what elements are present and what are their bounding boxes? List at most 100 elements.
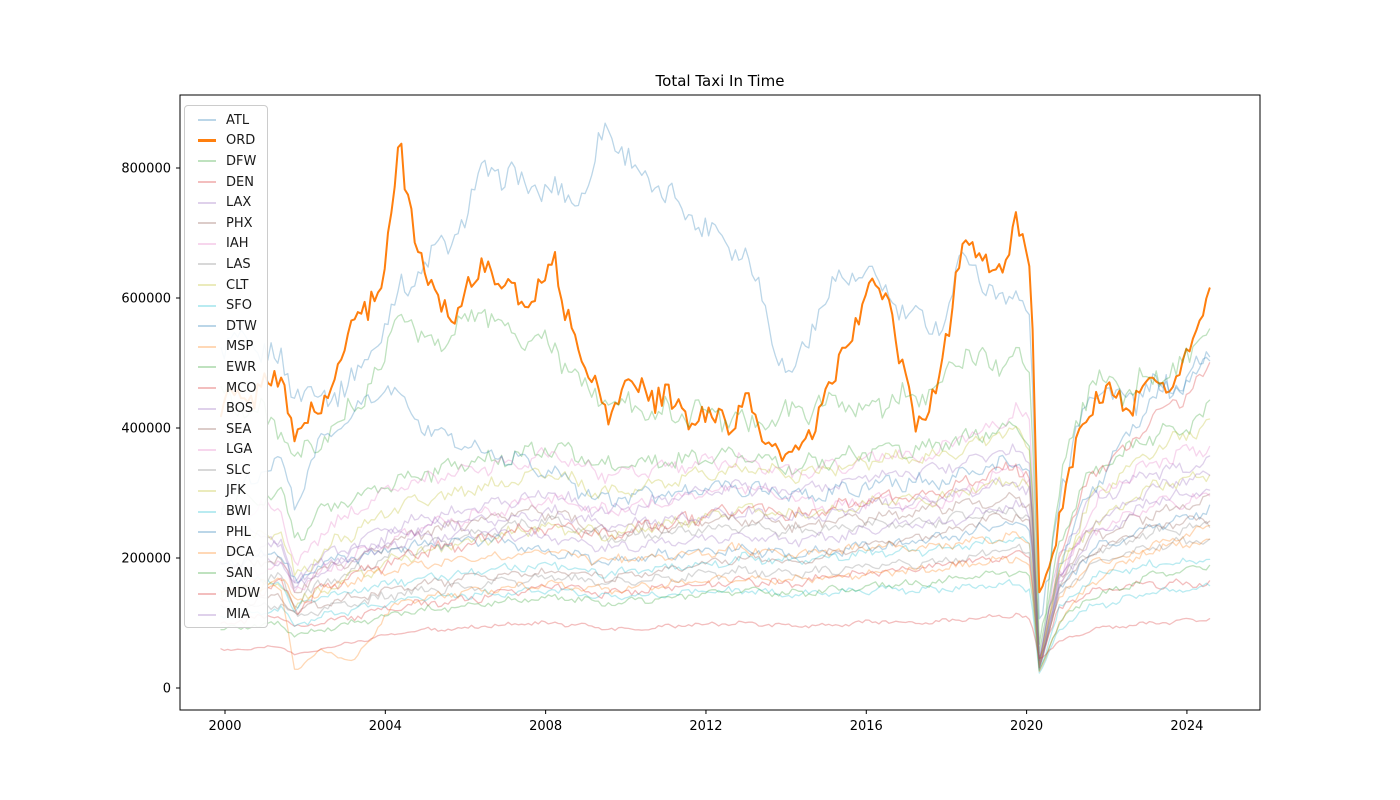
series-line-sea — [220, 512, 1211, 668]
legend-label-san: SAN — [226, 565, 254, 581]
legend-item-mdw: MDW — [185, 584, 267, 605]
series-line-ewr — [220, 399, 1211, 654]
legend-label-sfo: SFO — [226, 298, 252, 314]
legend-swatch-den — [198, 181, 216, 184]
x-tick-label: 2000 — [208, 719, 241, 734]
legend-swatch-phl — [198, 531, 216, 534]
legend-swatch-bos — [198, 407, 216, 410]
legend-item-phx: PHX — [185, 213, 267, 234]
legend-label-msp: MSP — [226, 339, 254, 355]
legend-swatch-dtw — [198, 325, 216, 328]
series-line-dfw — [220, 308, 1211, 645]
series-line-jfk — [220, 418, 1211, 668]
legend-swatch-atl — [198, 119, 216, 122]
legend-swatch-ewr — [198, 366, 216, 369]
legend-swatch-las — [198, 263, 216, 266]
legend-label-atl: ATL — [226, 112, 250, 128]
legend-swatch-sfo — [198, 304, 216, 307]
x-tick-label: 2016 — [850, 719, 883, 734]
x-tick-label: 2020 — [1010, 719, 1043, 734]
y-tick-label: 400000 — [121, 422, 171, 437]
series-line-phl — [220, 356, 1211, 662]
legend-item-sfo: SFO — [185, 295, 267, 316]
legend-swatch-mdw — [198, 592, 216, 595]
series-line-iah — [220, 464, 1211, 662]
series-line-mco — [220, 362, 1211, 664]
legend-item-lga: LGA — [185, 440, 267, 461]
legend-swatch-slc — [198, 469, 216, 472]
legend-label-lax: LAX — [226, 195, 252, 211]
legend-label-ord: ORD — [226, 133, 256, 149]
legend-label-bos: BOS — [226, 401, 254, 417]
legend-item-las: LAS — [185, 254, 267, 275]
x-tick-label: 2004 — [369, 719, 402, 734]
legend-item-lax: LAX — [185, 192, 267, 213]
x-tick-label: 2024 — [1170, 719, 1203, 734]
legend-item-phl: PHL — [185, 522, 267, 543]
series-line-mdw — [220, 612, 1211, 660]
legend-item-mia: MIA — [185, 604, 267, 625]
legend-swatch-phx — [198, 222, 216, 225]
legend-swatch-clt — [198, 284, 216, 287]
series-line-ord — [220, 142, 1211, 594]
series-line-slc — [220, 535, 1211, 669]
legend-swatch-lga — [198, 448, 216, 451]
legend-label-mdw: MDW — [226, 586, 261, 602]
legend-label-iah: IAH — [226, 236, 249, 252]
legend-label-mia: MIA — [226, 607, 250, 623]
series-line-clt — [220, 471, 1211, 663]
legend-label-slc: SLC — [226, 462, 251, 478]
y-tick-label: 600000 — [121, 292, 171, 307]
legend-item-dca: DCA — [185, 542, 267, 563]
series-line-lga — [220, 402, 1211, 668]
legend-swatch-mia — [198, 613, 216, 616]
legend-label-dca: DCA — [226, 545, 254, 561]
legend-item-jfk: JFK — [185, 481, 267, 502]
axes-frame — [179, 94, 1261, 711]
legend: ATL ORD DFW DEN LAX PHX IAH LAS CLT SFO DTW MSP EWR M… — [184, 105, 268, 628]
legend-item-clt: CLT — [185, 275, 267, 296]
series-line-sfo — [220, 536, 1211, 671]
legend-item-ord: ORD — [185, 131, 267, 152]
series-line-den — [220, 549, 1211, 659]
series-line-lax — [220, 443, 1211, 661]
y-tick-label: 800000 — [121, 162, 171, 177]
series-line-las — [220, 506, 1211, 666]
series-line-san — [220, 564, 1211, 672]
legend-swatch-msp — [198, 345, 216, 348]
legend-item-msp: MSP — [185, 337, 267, 358]
series-line-atl — [220, 122, 1211, 620]
legend-swatch-mco — [198, 387, 216, 390]
legend-swatch-san — [198, 572, 216, 575]
legend-item-atl: ATL — [185, 110, 267, 131]
legend-item-mco: MCO — [185, 378, 267, 399]
legend-label-clt: CLT — [226, 277, 249, 293]
legend-swatch-sea — [198, 428, 216, 431]
x-tick-label: 2008 — [529, 719, 562, 734]
legend-label-phx: PHX — [226, 215, 253, 231]
legend-item-ewr: EWR — [185, 357, 267, 378]
legend-item-dtw: DTW — [185, 316, 267, 337]
legend-label-mco: MCO — [226, 380, 257, 396]
legend-label-dfw: DFW — [226, 153, 257, 169]
legend-swatch-dfw — [198, 160, 216, 163]
y-tick-label: 0 — [163, 682, 171, 697]
legend-swatch-lax — [198, 201, 216, 204]
legend-item-iah: IAH — [185, 234, 267, 255]
series-line-bos — [220, 470, 1211, 665]
legend-swatch-jfk — [198, 489, 216, 492]
legend-label-jfk: JFK — [226, 483, 246, 499]
legend-label-las: LAS — [226, 256, 251, 272]
legend-item-bos: BOS — [185, 398, 267, 419]
series-line-dca — [220, 524, 1211, 673]
y-tick-label: 200000 — [121, 552, 171, 567]
series-line-bwi — [220, 578, 1211, 674]
x-tick-label: 2012 — [689, 719, 722, 734]
chart-title: Total Taxi In Time — [655, 72, 785, 90]
legend-swatch-iah — [198, 242, 216, 245]
series-line-dtw — [220, 504, 1211, 669]
legend-label-dtw: DTW — [226, 318, 257, 334]
legend-item-dfw: DFW — [185, 151, 267, 172]
